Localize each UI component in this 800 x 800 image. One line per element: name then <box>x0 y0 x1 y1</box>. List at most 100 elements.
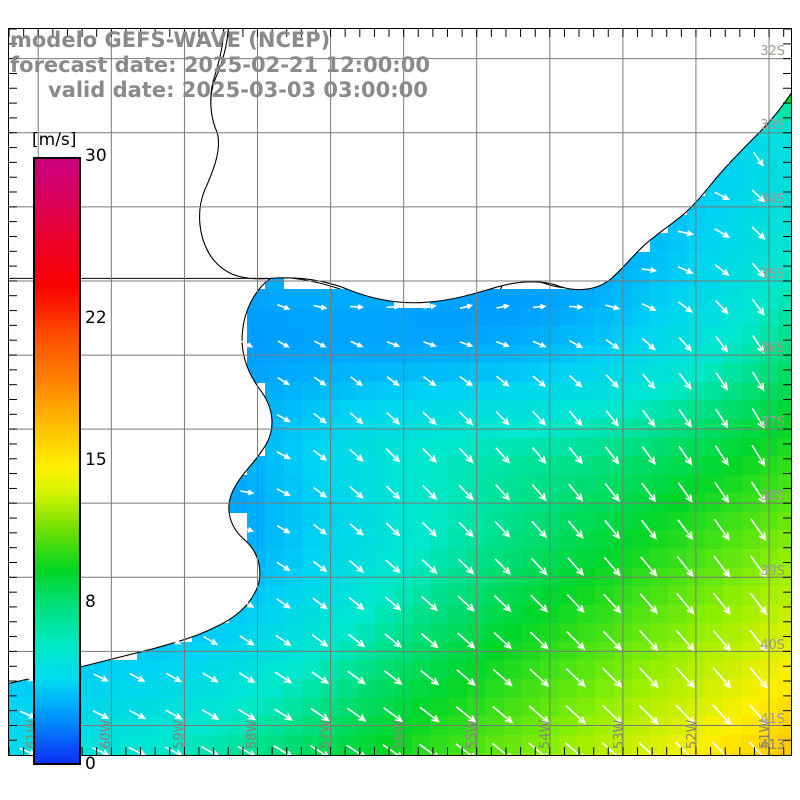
raster-cell <box>540 344 560 364</box>
raster-cell <box>192 716 212 736</box>
raster-cell <box>430 363 450 383</box>
raster-cell <box>338 289 358 309</box>
raster-cell <box>375 697 395 717</box>
raster-cell <box>778 84 791 104</box>
raster-cell <box>412 363 431 383</box>
longitude-label: 59W <box>171 719 187 749</box>
raster-cell <box>283 326 303 346</box>
raster-cell <box>778 604 791 624</box>
raster-cell <box>760 381 779 402</box>
raster-cell <box>558 456 578 476</box>
raster-cell <box>595 381 615 402</box>
raster-cell <box>723 679 743 699</box>
raster-cell <box>668 697 688 717</box>
raster-cell <box>302 289 322 309</box>
raster-cell <box>448 549 468 569</box>
raster-cell <box>192 734 212 754</box>
raster-cell <box>430 586 450 606</box>
raster-cell <box>540 586 560 606</box>
raster-cell <box>320 641 340 662</box>
raster-cell <box>265 363 285 383</box>
raster-cell <box>485 289 505 309</box>
raster-cell <box>558 530 578 550</box>
raster-cell <box>631 437 651 457</box>
raster-cell <box>338 400 358 420</box>
raster-cell <box>778 437 791 457</box>
raster-cell <box>430 437 450 457</box>
raster-cell <box>247 697 267 717</box>
raster-cell <box>503 623 523 643</box>
raster-cell <box>686 641 706 662</box>
raster-cell <box>338 586 358 606</box>
raster-cell <box>302 474 322 494</box>
raster-cell <box>705 437 725 457</box>
raster-cell <box>705 326 725 346</box>
raster-cell <box>705 511 725 532</box>
raster-cell <box>595 679 615 699</box>
raster-cell <box>485 604 505 624</box>
raster-cell <box>705 233 725 253</box>
raster-cell <box>705 586 725 606</box>
raster-cell <box>723 251 743 272</box>
raster-cell <box>723 549 743 569</box>
raster-cell <box>540 641 560 662</box>
raster-cell <box>540 511 560 532</box>
raster-cell <box>650 734 670 754</box>
raster-cell <box>723 159 743 179</box>
raster-cell <box>302 567 322 587</box>
raster-cell <box>283 419 303 439</box>
raster-cell <box>302 344 322 364</box>
raster-cell <box>613 679 633 699</box>
raster-cell <box>137 660 157 680</box>
raster-cell <box>357 679 376 699</box>
raster-cell <box>631 474 651 494</box>
raster-cell <box>668 530 688 550</box>
raster-cell <box>247 344 267 364</box>
raster-cell <box>631 604 651 624</box>
raster-cell <box>412 753 431 755</box>
raster-cell <box>558 753 578 755</box>
raster-cell <box>686 623 706 643</box>
raster-cell <box>760 214 779 234</box>
raster-cell <box>466 456 486 476</box>
raster-cell <box>320 679 340 699</box>
raster-cell <box>283 511 303 532</box>
raster-cell <box>705 177 725 197</box>
raster-cell <box>668 363 688 383</box>
raster-cell <box>430 604 450 624</box>
raster-cell <box>503 437 523 457</box>
raster-cell <box>686 697 706 717</box>
raster-cell <box>485 344 505 364</box>
raster-cell <box>741 419 761 439</box>
raster-cell <box>705 697 725 717</box>
raster-cell <box>320 474 340 494</box>
longitude-label: 60W <box>98 719 114 749</box>
raster-cell <box>393 586 413 606</box>
raster-cell <box>283 660 303 680</box>
raster-cell <box>283 493 303 513</box>
raster-cell <box>430 660 450 680</box>
raster-cell <box>576 586 596 606</box>
raster-cell <box>558 381 578 402</box>
raster-cell <box>576 623 596 643</box>
raster-cell <box>558 716 578 736</box>
raster-cell <box>375 586 395 606</box>
longitude-label: 56W <box>391 719 407 749</box>
raster-cell <box>192 641 212 662</box>
raster-cell <box>723 474 743 494</box>
raster-cell <box>613 344 633 364</box>
raster-cell <box>723 493 743 513</box>
raster-cell <box>503 604 523 624</box>
raster-cell <box>283 753 303 755</box>
raster-cell <box>265 289 285 309</box>
corner-label: 413 <box>760 738 785 753</box>
raster-cell <box>558 511 578 532</box>
raster-cell <box>375 400 395 420</box>
raster-cell <box>503 400 523 420</box>
raster-cell <box>650 363 670 383</box>
raster-cell <box>357 549 376 569</box>
raster-cell <box>521 344 541 364</box>
raster-cell <box>741 177 761 197</box>
raster-cell <box>778 586 791 606</box>
raster-cell <box>320 697 340 717</box>
